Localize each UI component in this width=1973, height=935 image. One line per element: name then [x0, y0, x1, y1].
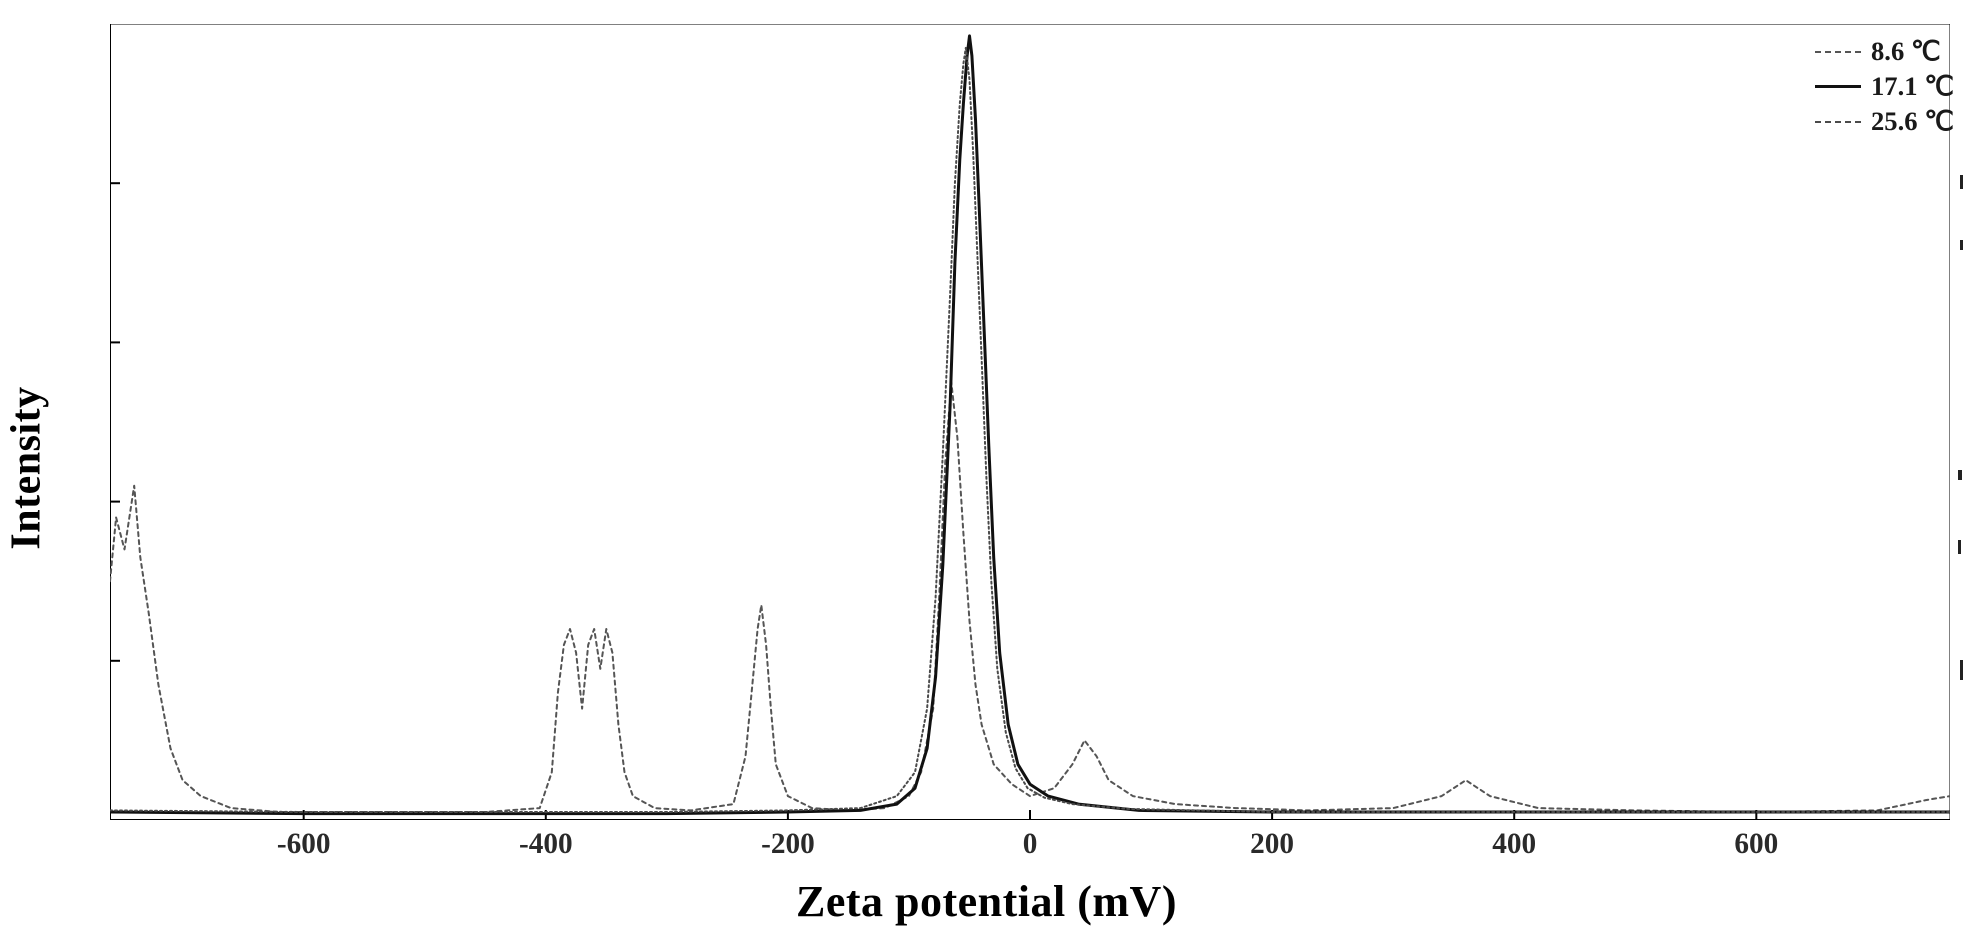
x-tick-label: 600	[1734, 828, 1778, 861]
legend-item: 25.6 ℃	[1815, 106, 1954, 137]
legend-swatch	[1815, 121, 1861, 123]
noise-speck	[1960, 175, 1963, 189]
noise-speck	[1958, 470, 1962, 480]
x-tick-label: 200	[1250, 828, 1294, 861]
series-25.6C	[110, 48, 1950, 812]
legend-item: 8.6 ℃	[1815, 36, 1954, 67]
legend-label: 17.1 ℃	[1871, 71, 1954, 102]
x-tick-label: 400	[1492, 828, 1536, 861]
x-tick-label: -600	[277, 828, 331, 861]
series-8.6C	[110, 382, 1950, 812]
noise-speck	[1958, 540, 1961, 554]
legend-item: 17.1 ℃	[1815, 71, 1954, 102]
y-axis-label: Intensity	[2, 386, 50, 549]
legend-swatch	[1815, 85, 1861, 88]
legend: 8.6 ℃ 17.1 ℃ 25.6 ℃	[1815, 36, 1954, 141]
plot-area	[110, 24, 1950, 820]
x-tick-label: -200	[761, 828, 815, 861]
noise-speck	[1960, 240, 1963, 250]
chart-container: Intensity -600 -400 -200 0 200 400 600 Zeta po…	[0, 0, 1973, 935]
x-tick-label: -400	[519, 828, 573, 861]
plot-svg	[110, 24, 1950, 820]
x-tick-label: 0	[1023, 828, 1038, 861]
legend-label: 8.6 ℃	[1871, 36, 1941, 67]
x-axis-label: Zeta potential (mV)	[0, 876, 1973, 927]
series-17.1C	[110, 36, 1950, 814]
legend-swatch	[1815, 51, 1861, 53]
noise-speck	[1960, 660, 1963, 680]
legend-label: 25.6 ℃	[1871, 106, 1954, 137]
